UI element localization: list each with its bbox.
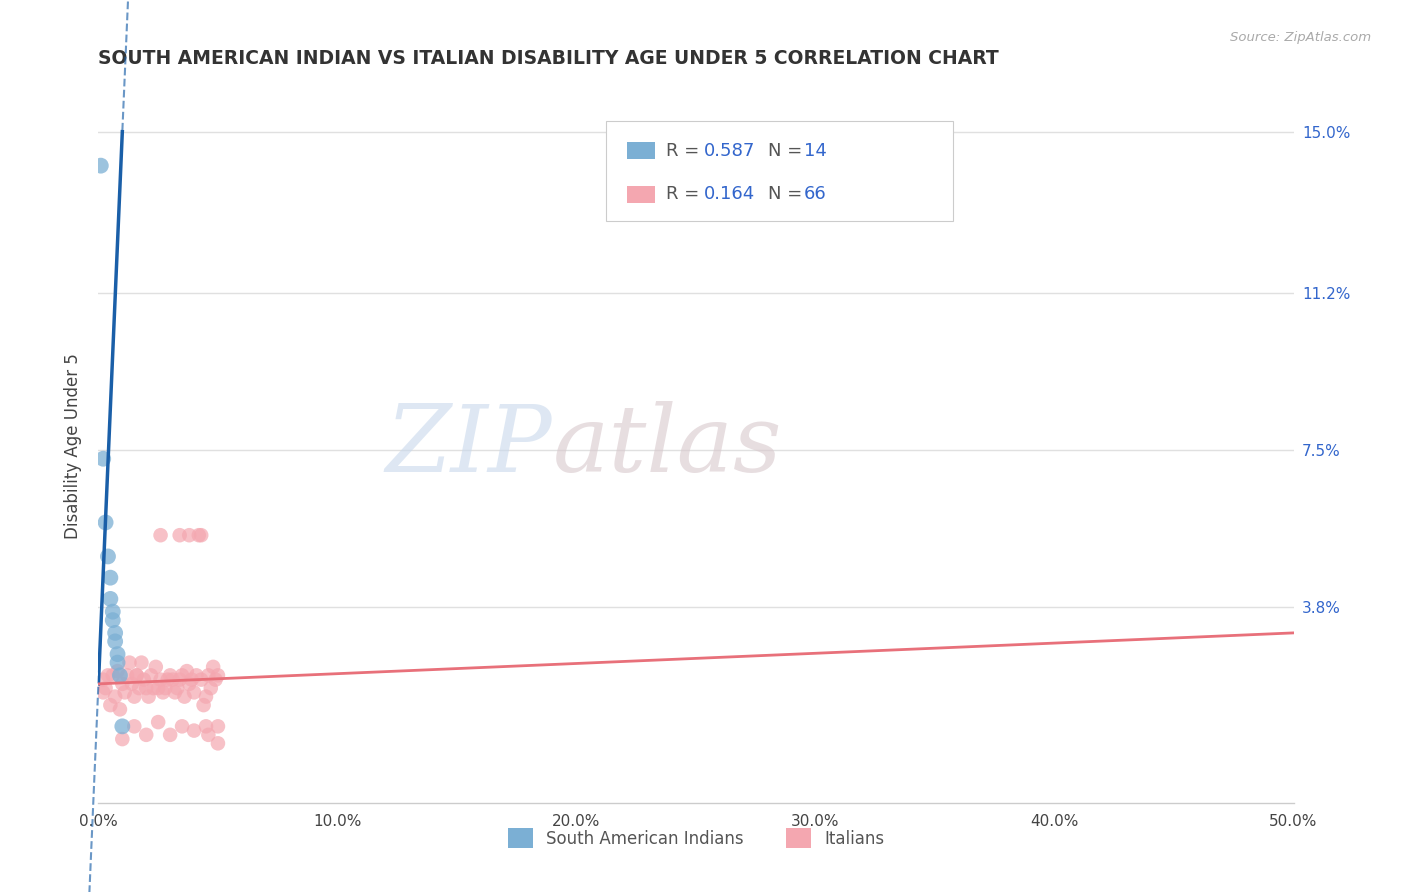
Point: [162, 673, 184, 687]
Text: 66: 66: [804, 186, 827, 203]
Point: [98, 591, 122, 606]
Point: [90, 159, 112, 173]
Point: [149, 673, 172, 687]
Point: [94, 516, 117, 530]
Point: [91, 451, 114, 466]
Point: [91, 685, 114, 699]
Point: [159, 668, 181, 682]
Point: [107, 656, 129, 670]
Point: [98, 571, 122, 585]
Point: [148, 681, 170, 695]
Point: [169, 673, 191, 687]
Point: [172, 719, 194, 733]
Point: [91, 673, 114, 687]
Point: [97, 668, 120, 682]
Point: [179, 528, 201, 542]
Text: ZIP: ZIP: [385, 401, 553, 491]
Point: [104, 634, 127, 648]
Point: [148, 715, 170, 730]
Text: 14: 14: [804, 142, 827, 160]
Text: R =: R =: [666, 142, 704, 160]
Point: [108, 668, 131, 682]
Point: [197, 668, 219, 682]
Point: [173, 690, 195, 704]
Point: [183, 685, 205, 699]
Point: [179, 677, 201, 691]
FancyBboxPatch shape: [627, 143, 655, 160]
Point: [186, 668, 208, 682]
Point: [204, 673, 226, 687]
Point: [111, 732, 134, 747]
Point: [149, 528, 172, 542]
Point: [195, 690, 218, 704]
FancyBboxPatch shape: [627, 186, 655, 203]
Point: [111, 719, 134, 733]
Point: [142, 681, 165, 695]
Point: [193, 698, 215, 712]
Point: [132, 673, 155, 687]
Point: [108, 702, 131, 716]
Point: [94, 681, 117, 695]
Legend: South American Indians, Italians: South American Indians, Italians: [502, 822, 890, 855]
Point: [107, 647, 129, 661]
Point: [101, 605, 124, 619]
Point: [125, 668, 148, 682]
Point: [138, 690, 160, 704]
Point: [124, 690, 146, 704]
Point: [172, 668, 194, 682]
Point: [124, 719, 146, 733]
Point: [145, 660, 167, 674]
Point: [101, 613, 124, 627]
Point: [176, 664, 198, 678]
Point: [159, 728, 181, 742]
Text: 0.587: 0.587: [704, 142, 755, 160]
Point: [169, 528, 191, 542]
Point: [197, 728, 219, 742]
Point: [187, 528, 209, 542]
Point: [200, 681, 222, 695]
Text: R =: R =: [666, 186, 704, 203]
FancyBboxPatch shape: [606, 121, 953, 221]
Text: atlas: atlas: [553, 401, 782, 491]
Point: [183, 723, 205, 738]
Point: [202, 660, 225, 674]
Point: [104, 626, 127, 640]
Point: [111, 677, 134, 691]
Point: [190, 528, 212, 542]
Point: [101, 668, 124, 682]
Point: [121, 677, 143, 691]
Point: [163, 685, 186, 699]
Point: [135, 681, 157, 695]
Point: [207, 719, 229, 733]
Point: [135, 728, 157, 742]
Point: [107, 664, 129, 678]
Point: [97, 549, 120, 564]
Point: [155, 681, 177, 695]
Point: [152, 685, 174, 699]
Text: N =: N =: [768, 186, 807, 203]
Point: [114, 685, 136, 699]
Point: [190, 673, 212, 687]
Point: [104, 690, 127, 704]
Point: [207, 668, 229, 682]
Point: [118, 656, 141, 670]
Point: [98, 698, 122, 712]
Point: [131, 656, 153, 670]
Point: [180, 673, 202, 687]
Point: [195, 719, 218, 733]
Point: [139, 668, 162, 682]
Point: [125, 668, 148, 682]
Point: [115, 668, 138, 682]
Text: SOUTH AMERICAN INDIAN VS ITALIAN DISABILITY AGE UNDER 5 CORRELATION CHART: SOUTH AMERICAN INDIAN VS ITALIAN DISABIL…: [98, 49, 1000, 68]
Point: [207, 736, 229, 750]
Text: Source: ZipAtlas.com: Source: ZipAtlas.com: [1230, 31, 1371, 45]
Text: N =: N =: [768, 142, 807, 160]
Point: [128, 681, 150, 695]
Point: [166, 681, 188, 695]
Y-axis label: Disability Age Under 5: Disability Age Under 5: [63, 353, 82, 539]
Text: 0.164: 0.164: [704, 186, 755, 203]
Point: [156, 673, 179, 687]
